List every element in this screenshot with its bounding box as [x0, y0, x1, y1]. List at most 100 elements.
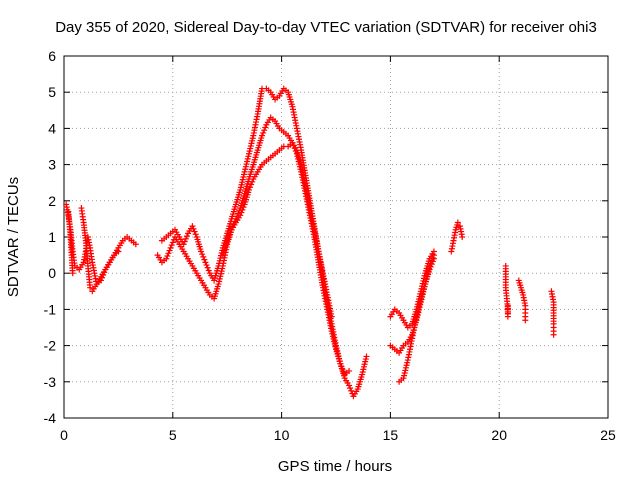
data-point: [182, 235, 189, 242]
y-axis-label: SDTVAR / TECUs: [5, 177, 22, 297]
data-point: [200, 253, 207, 260]
data-point: [189, 223, 196, 230]
data-point: [339, 366, 346, 373]
data-point: [199, 251, 206, 258]
data-point: [225, 234, 232, 241]
data-point: [504, 302, 511, 309]
x-tick-label: 25: [600, 427, 616, 443]
data-point: [164, 253, 171, 260]
series-track-a: [63, 201, 139, 288]
data-point: [348, 387, 355, 394]
data-point: [459, 234, 466, 240]
data-point: [240, 204, 247, 211]
data-point: [190, 225, 197, 232]
y-tick-label: 4: [48, 120, 56, 136]
grid: [64, 56, 608, 418]
data-point: [99, 274, 106, 281]
data-point: [226, 232, 233, 239]
series-track-i: [396, 255, 437, 385]
data-point: [202, 259, 209, 266]
y-tick-label: 5: [48, 84, 56, 100]
data-point: [430, 255, 437, 262]
data-point: [192, 231, 199, 238]
y-tick-label: -3: [44, 374, 57, 390]
y-tick-label: 6: [48, 48, 56, 64]
data-points: [63, 85, 557, 400]
data-point: [181, 238, 188, 245]
y-tick-label: -4: [44, 410, 57, 426]
data-point: [227, 229, 234, 236]
data-point: [132, 241, 139, 248]
series-track-c: [65, 208, 76, 277]
data-point: [237, 212, 244, 219]
data-point: [204, 264, 211, 271]
data-point: [203, 262, 210, 269]
data-point: [163, 255, 170, 262]
data-point: [115, 248, 122, 255]
data-point: [69, 270, 76, 277]
data-point: [346, 382, 353, 389]
data-point: [245, 186, 252, 193]
data-point: [337, 360, 344, 367]
axis-ticks: 0 5 10 15 20 25 -4 -3 -2 -1 0 1 2 3 4 5 6: [44, 48, 616, 443]
y-tick-label: 1: [48, 229, 56, 245]
series-track-b: [78, 205, 122, 295]
x-tick-label: 15: [383, 427, 399, 443]
x-axis-label: GPS time / hours: [278, 458, 392, 475]
data-point: [363, 353, 370, 360]
data-point: [328, 313, 335, 320]
data-point: [260, 129, 267, 136]
series-track-l: [515, 277, 529, 324]
data-point: [183, 233, 190, 240]
data-point: [165, 250, 172, 257]
series-track-k: [502, 262, 511, 320]
series-track-e: [158, 85, 353, 378]
y-tick-label: -1: [44, 301, 57, 317]
y-tick-label: 2: [48, 193, 56, 209]
data-point: [239, 206, 246, 213]
x-tick-label: 20: [491, 427, 507, 443]
x-tick-label: 5: [169, 427, 177, 443]
data-point: [224, 237, 231, 244]
data-point: [454, 219, 461, 226]
data-point: [338, 363, 345, 370]
data-point: [247, 184, 254, 191]
data-point: [238, 209, 245, 216]
data-point: [522, 317, 529, 324]
data-point: [169, 239, 176, 246]
y-tick-label: 0: [48, 265, 56, 281]
data-point: [347, 385, 354, 392]
data-point: [346, 367, 353, 374]
data-point: [97, 277, 104, 284]
y-tick-label: 3: [48, 157, 56, 173]
data-point: [262, 124, 269, 131]
series-track-m: [548, 288, 557, 338]
data-point: [261, 127, 268, 134]
data-point: [198, 248, 205, 255]
data-point: [100, 272, 107, 279]
data-point: [248, 181, 255, 188]
x-tick-label: 0: [60, 427, 68, 443]
y-tick-label: -2: [44, 338, 57, 354]
data-point: [180, 241, 187, 248]
data-point: [340, 368, 347, 375]
data-point: [167, 244, 174, 251]
series-track-j: [448, 219, 466, 255]
series-track-f: [219, 139, 335, 320]
series-track-d: [154, 114, 370, 400]
data-point: [259, 132, 266, 139]
data-point: [249, 178, 256, 185]
data-point: [87, 284, 94, 291]
chart-title: Day 355 of 2020, Sidereal Day-to-day VTE…: [55, 19, 597, 36]
data-point: [101, 269, 108, 276]
data-point: [205, 267, 212, 274]
data-point: [168, 242, 175, 249]
data-point: [550, 331, 557, 338]
data-point: [191, 228, 198, 235]
data-point: [429, 258, 436, 265]
data-point: [427, 263, 434, 270]
data-point: [166, 247, 173, 254]
data-point: [428, 261, 435, 268]
data-point: [201, 256, 208, 263]
